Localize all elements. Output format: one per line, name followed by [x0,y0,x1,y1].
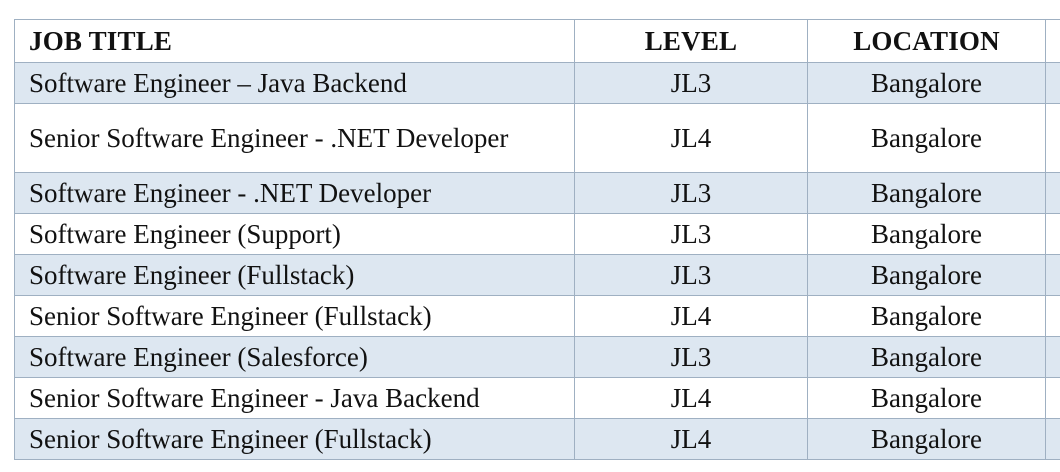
cell-level: JL4 [574,377,808,419]
cell-level: JL4 [574,418,808,460]
cell-level: JL3 [574,254,808,296]
table-row: Software Engineer - .NET Developer JL3 B… [14,172,1060,214]
cell-job-title: Senior Software Engineer - Java Backend [14,377,575,419]
cell-level: JL4 [574,103,808,173]
job-table-container: JOB TITLE LEVEL LOCATION Software Engine… [14,19,1060,460]
cell-location: Bangalore [807,62,1046,104]
table-row: Senior Software Engineer (Fullstack) JL4… [14,295,1060,337]
cell-extra [1045,295,1060,337]
job-table: JOB TITLE LEVEL LOCATION Software Engine… [14,19,1060,460]
cell-location: Bangalore [807,336,1046,378]
cell-job-title: Senior Software Engineer (Fullstack) [14,295,575,337]
cell-level: JL4 [574,295,808,337]
table-row: Software Engineer (Support) JL3 Bangalor… [14,213,1060,255]
cell-location: Bangalore [807,418,1046,460]
cell-level: JL3 [574,213,808,255]
cell-job-title: Senior Software Engineer - .NET Develope… [14,103,575,173]
header-level: LEVEL [574,19,808,63]
cell-job-title: Software Engineer - .NET Developer [14,172,575,214]
table-row: Senior Software Engineer - Java Backend … [14,377,1060,419]
cell-extra [1045,377,1060,419]
cell-extra [1045,62,1060,104]
cell-location: Bangalore [807,213,1046,255]
cell-level: JL3 [574,62,808,104]
cell-job-title: Software Engineer (Support) [14,213,575,255]
cell-job-title: Software Engineer – Java Backend [14,62,575,104]
cell-location: Bangalore [807,172,1046,214]
cell-location: Bangalore [807,103,1046,173]
table-row: Software Engineer (Fullstack) JL3 Bangal… [14,254,1060,296]
cell-extra [1045,103,1060,173]
cell-extra [1045,418,1060,460]
cell-location: Bangalore [807,377,1046,419]
cell-job-title: Software Engineer (Fullstack) [14,254,575,296]
table-row: Software Engineer (Salesforce) JL3 Banga… [14,336,1060,378]
cell-location: Bangalore [807,254,1046,296]
table-row: Senior Software Engineer - .NET Develope… [14,103,1060,173]
cell-extra [1045,172,1060,214]
header-location: LOCATION [807,19,1046,63]
cell-location: Bangalore [807,295,1046,337]
cell-job-title: Senior Software Engineer (Fullstack) [14,418,575,460]
cell-job-title-text: Senior Software Engineer - .NET Develope… [29,122,509,153]
cell-level: JL3 [574,336,808,378]
table-row: Software Engineer – Java Backend JL3 Ban… [14,62,1060,104]
table-header-row: JOB TITLE LEVEL LOCATION [14,19,1060,63]
cell-extra [1045,254,1060,296]
table-row: Senior Software Engineer (Fullstack) JL4… [14,418,1060,460]
cell-job-title: Software Engineer (Salesforce) [14,336,575,378]
cell-extra [1045,336,1060,378]
cell-level: JL3 [574,172,808,214]
header-job-title: JOB TITLE [14,19,575,63]
header-extra-column [1045,19,1060,63]
cell-extra [1045,213,1060,255]
